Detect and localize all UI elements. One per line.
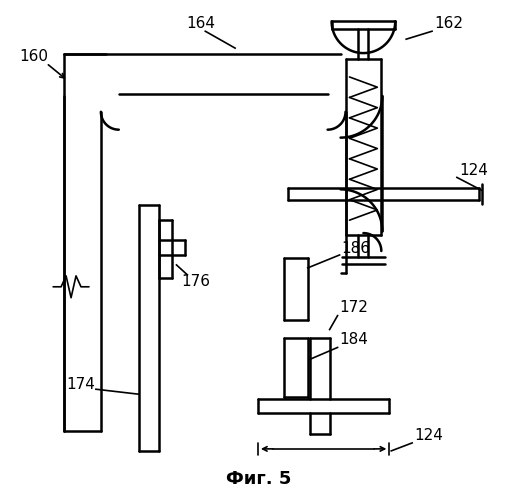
Text: 172: 172 <box>340 300 368 315</box>
Text: 176: 176 <box>181 274 210 289</box>
Text: 124: 124 <box>459 163 488 178</box>
Text: 162: 162 <box>434 16 463 31</box>
Text: 124: 124 <box>414 428 443 444</box>
Text: 184: 184 <box>340 332 368 347</box>
Text: Фиг. 5: Фиг. 5 <box>226 470 292 488</box>
Text: 174: 174 <box>66 377 95 392</box>
Text: 164: 164 <box>186 16 215 31</box>
Text: 186: 186 <box>341 240 370 256</box>
Text: 160: 160 <box>19 48 48 64</box>
